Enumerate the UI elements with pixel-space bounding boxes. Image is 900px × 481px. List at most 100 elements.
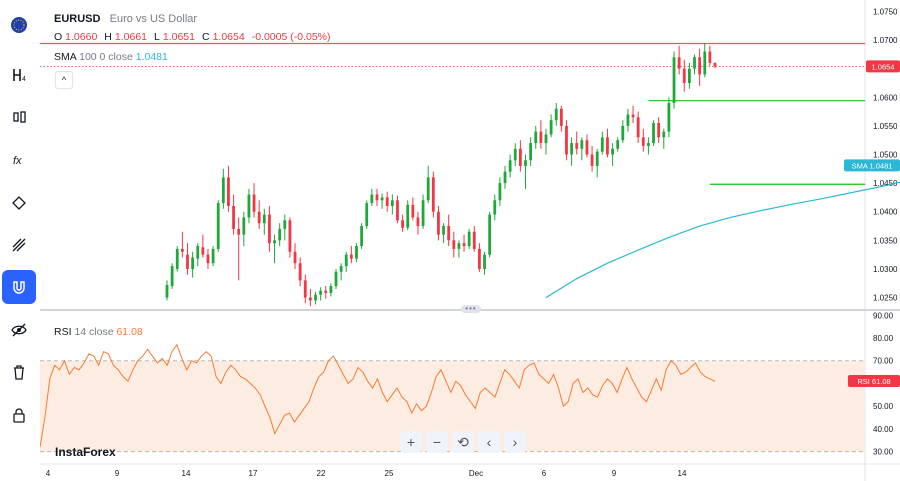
candle-body	[580, 140, 584, 149]
candle-body	[175, 248, 179, 269]
scroll-left-button[interactable]: ‹	[478, 431, 500, 453]
candle-body	[657, 123, 661, 138]
time-tick-label: Dec	[469, 469, 483, 478]
tool-eye-button[interactable]	[2, 313, 36, 347]
tool-indicator-h-button[interactable]: 4	[2, 58, 36, 92]
rsi-tick-label: 30.00	[873, 448, 894, 457]
candle-body	[687, 68, 691, 83]
ohlc-key: H	[104, 31, 112, 43]
candle-body	[201, 247, 205, 255]
candle-body	[186, 254, 189, 269]
candle-body	[385, 197, 389, 206]
tool-trash-button[interactable]	[2, 355, 36, 389]
candle-body	[298, 263, 302, 281]
reset-button[interactable]: ⟲	[452, 431, 474, 453]
svg-text:4: 4	[22, 76, 26, 83]
symbol-name: Euro vs US Dollar	[109, 13, 198, 25]
price-tick-label: 1.0250	[873, 294, 898, 303]
candle-body	[242, 217, 246, 235]
rsi-value-label-bg	[848, 375, 900, 387]
candle-body	[483, 254, 486, 269]
collapse-legend-button[interactable]: ^	[55, 71, 73, 89]
candle-body	[667, 103, 671, 132]
candle-body	[206, 254, 210, 264]
candle-body	[703, 51, 707, 75]
candle-body	[549, 120, 553, 135]
tool-flag-button[interactable]	[2, 8, 36, 42]
candle-body	[488, 214, 492, 255]
sma-price-label: SMA 1.0481	[844, 159, 900, 172]
rsi-legend-params: 14 close	[74, 326, 114, 338]
time-tick-label: 14	[678, 469, 687, 478]
candle-body	[524, 160, 527, 166]
trash-icon	[14, 365, 24, 380]
pane-divider-handle[interactable]: •••	[461, 305, 481, 313]
candle-body	[247, 194, 251, 218]
time-tick-label: 17	[249, 469, 258, 478]
price-tick-label: 1.0750	[873, 7, 898, 16]
magnet-icon	[13, 281, 25, 294]
time-tick-label: 25	[385, 469, 394, 478]
indicator-h-icon: 4	[13, 69, 26, 83]
scroll-right-button[interactable]: ›	[504, 431, 526, 453]
candle-body	[611, 148, 614, 155]
zoom-in-button[interactable]: +	[400, 431, 422, 453]
candle-body	[288, 220, 292, 252]
tool-candles-button[interactable]	[2, 100, 36, 134]
symbol-legend: EURUSD Euro vs US Dollar	[54, 13, 197, 25]
chart-canvas[interactable]: 1.0250 1.0300 1.0350 1.0400 1.0450 1.0500 1.05…	[40, 0, 900, 481]
candle-body	[559, 108, 563, 126]
time-tick-label: 9	[612, 469, 617, 478]
candle-body	[344, 254, 348, 267]
tool-trend-line-button[interactable]	[2, 186, 36, 220]
candle-body	[268, 214, 271, 244]
candle-body	[662, 131, 666, 138]
last-price-label-bg	[866, 60, 900, 73]
candle-body	[165, 284, 169, 298]
candle-body	[273, 240, 276, 244]
tool-fx-button[interactable]: fx	[2, 143, 36, 177]
candle-body	[554, 108, 558, 121]
rsi-tick-label: 70.00	[873, 357, 894, 366]
candle-body	[396, 200, 399, 221]
candle-body	[631, 114, 635, 118]
tool-lock-button[interactable]	[2, 398, 36, 432]
candle-body	[457, 243, 461, 249]
candle-body	[221, 177, 225, 204]
zoom-out-button[interactable]: −	[426, 431, 448, 453]
candle-body	[472, 231, 476, 249]
trend-line-icon	[12, 196, 26, 210]
price-tick-label: 1.0500	[873, 151, 898, 160]
candle-body	[390, 200, 394, 206]
candle-body	[590, 154, 594, 166]
rsi-legend-name: RSI	[54, 326, 72, 338]
candle-body	[216, 203, 220, 249]
candle-body	[641, 137, 645, 146]
ohlc-key: O	[54, 31, 63, 43]
tool-magnet-button[interactable]	[2, 270, 36, 304]
price-tick-label: 1.0700	[873, 36, 898, 45]
candle-body	[677, 57, 681, 69]
ohlc-value: -0.0005 (-0.05%)	[251, 31, 331, 43]
candle-body	[708, 51, 712, 63]
candle-body	[442, 226, 445, 235]
ohlc-value: 1.0661	[114, 31, 148, 43]
price-tick-label: 1.0350	[873, 236, 898, 245]
candle-body	[713, 62, 717, 67]
sma-price-label-bg	[844, 159, 900, 172]
tool-fib-button[interactable]	[2, 228, 36, 262]
candle-body	[211, 248, 215, 264]
drawing-toolbar: 4 fx	[0, 0, 41, 481]
candle-body	[626, 114, 630, 126]
candle-body	[462, 243, 466, 247]
candle-body	[237, 228, 241, 235]
candle-body	[370, 194, 374, 204]
candle-body	[539, 131, 543, 144]
rsi-value-label-text: RSI 61.08	[857, 377, 890, 386]
candle-body	[283, 220, 287, 229]
sma-legend-name: SMA	[54, 51, 77, 63]
sma-legend-value: 1.0481	[135, 51, 168, 63]
candle-body	[452, 240, 456, 249]
zoom-controls: + − ⟲ ‹ ›	[400, 431, 526, 453]
ohlc-value: 1.0660	[65, 31, 98, 43]
